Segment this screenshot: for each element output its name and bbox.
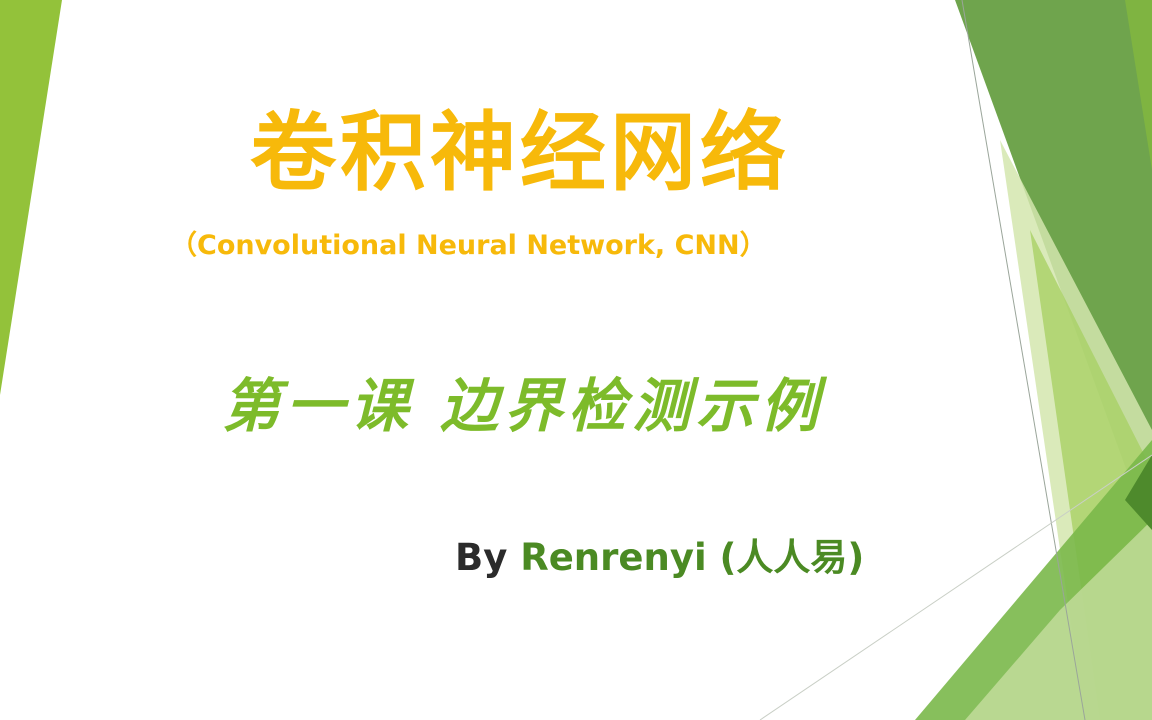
right-mid-shape	[1125, 0, 1152, 170]
author-name: Renrenyi (人人易)	[520, 536, 865, 579]
thin-diagonal-line	[759, 454, 1152, 720]
thin-diagonal-line	[961, 0, 1086, 720]
slide-subtitle: （Convolutional Neural Network, CNN）	[170, 230, 767, 261]
byline: By Renrenyi (人人易)	[455, 532, 935, 584]
bottom-right-pale-shape	[965, 520, 1152, 720]
lesson-title: 第一课 边界检测示例	[222, 372, 825, 440]
slide-title: 卷积神经网络	[250, 103, 790, 203]
by-label: By	[455, 536, 508, 579]
left-accent-shape	[0, 0, 62, 395]
bottom-right-dark-shape	[1125, 455, 1152, 530]
